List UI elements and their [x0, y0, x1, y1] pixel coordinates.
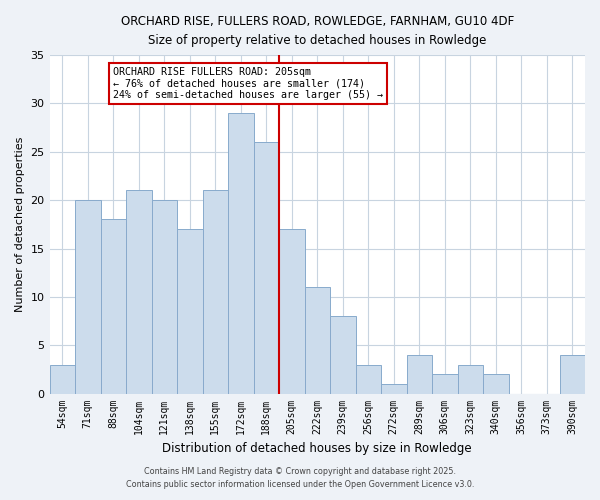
Bar — [560, 355, 585, 394]
Bar — [330, 316, 356, 394]
Bar — [228, 113, 254, 394]
Bar — [279, 229, 305, 394]
Bar — [356, 364, 381, 394]
Bar — [381, 384, 407, 394]
Text: Contains HM Land Registry data © Crown copyright and database right 2025.
Contai: Contains HM Land Registry data © Crown c… — [126, 468, 474, 489]
Bar — [75, 200, 101, 394]
Bar — [432, 374, 458, 394]
Text: ORCHARD RISE FULLERS ROAD: 205sqm
← 76% of detached houses are smaller (174)
24%: ORCHARD RISE FULLERS ROAD: 205sqm ← 76% … — [113, 66, 383, 100]
X-axis label: Distribution of detached houses by size in Rowledge: Distribution of detached houses by size … — [163, 442, 472, 455]
Bar — [458, 364, 483, 394]
Bar — [126, 190, 152, 394]
Bar — [305, 287, 330, 394]
Bar — [152, 200, 177, 394]
Y-axis label: Number of detached properties: Number of detached properties — [15, 136, 25, 312]
Bar — [483, 374, 509, 394]
Bar — [254, 142, 279, 394]
Bar — [101, 220, 126, 394]
Bar — [407, 355, 432, 394]
Bar — [203, 190, 228, 394]
Title: ORCHARD RISE, FULLERS ROAD, ROWLEDGE, FARNHAM, GU10 4DF
Size of property relativ: ORCHARD RISE, FULLERS ROAD, ROWLEDGE, FA… — [121, 15, 514, 47]
Bar — [177, 229, 203, 394]
Bar — [50, 364, 75, 394]
